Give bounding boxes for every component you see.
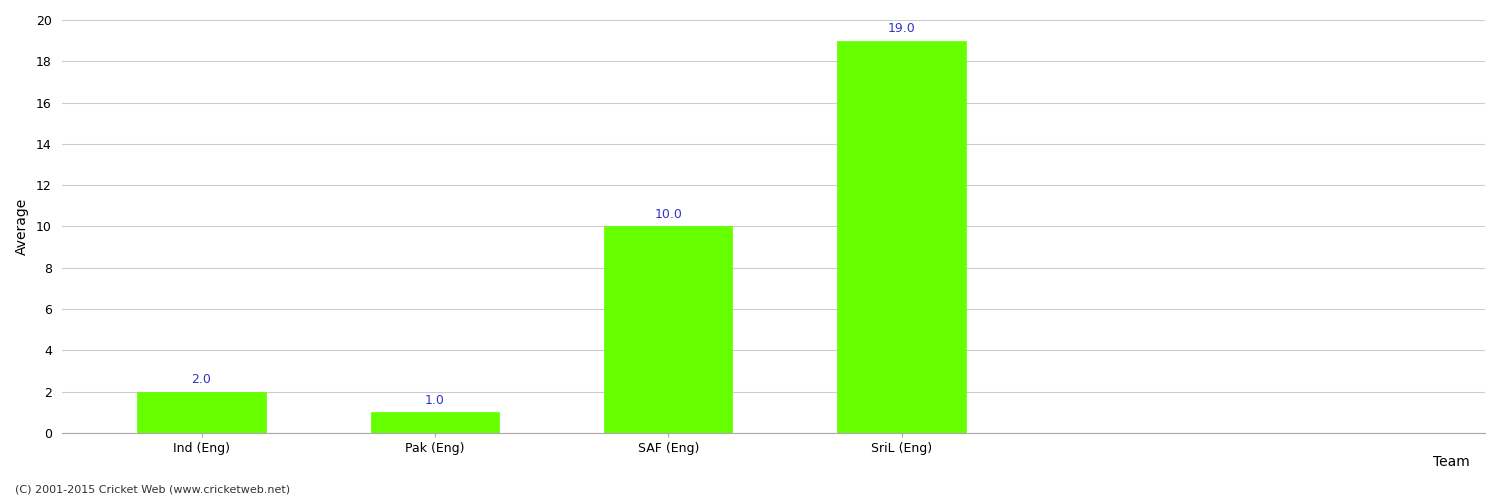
Text: 10.0: 10.0 bbox=[654, 208, 682, 221]
Bar bbox=[604, 226, 732, 433]
Bar bbox=[370, 412, 500, 433]
Text: Team: Team bbox=[1434, 455, 1470, 469]
Bar bbox=[837, 40, 966, 433]
Bar bbox=[138, 392, 266, 433]
Text: 19.0: 19.0 bbox=[888, 22, 915, 35]
Text: 2.0: 2.0 bbox=[192, 373, 211, 386]
Y-axis label: Average: Average bbox=[15, 198, 28, 255]
Text: (C) 2001-2015 Cricket Web (www.cricketweb.net): (C) 2001-2015 Cricket Web (www.cricketwe… bbox=[15, 485, 290, 495]
Text: 1.0: 1.0 bbox=[424, 394, 445, 407]
